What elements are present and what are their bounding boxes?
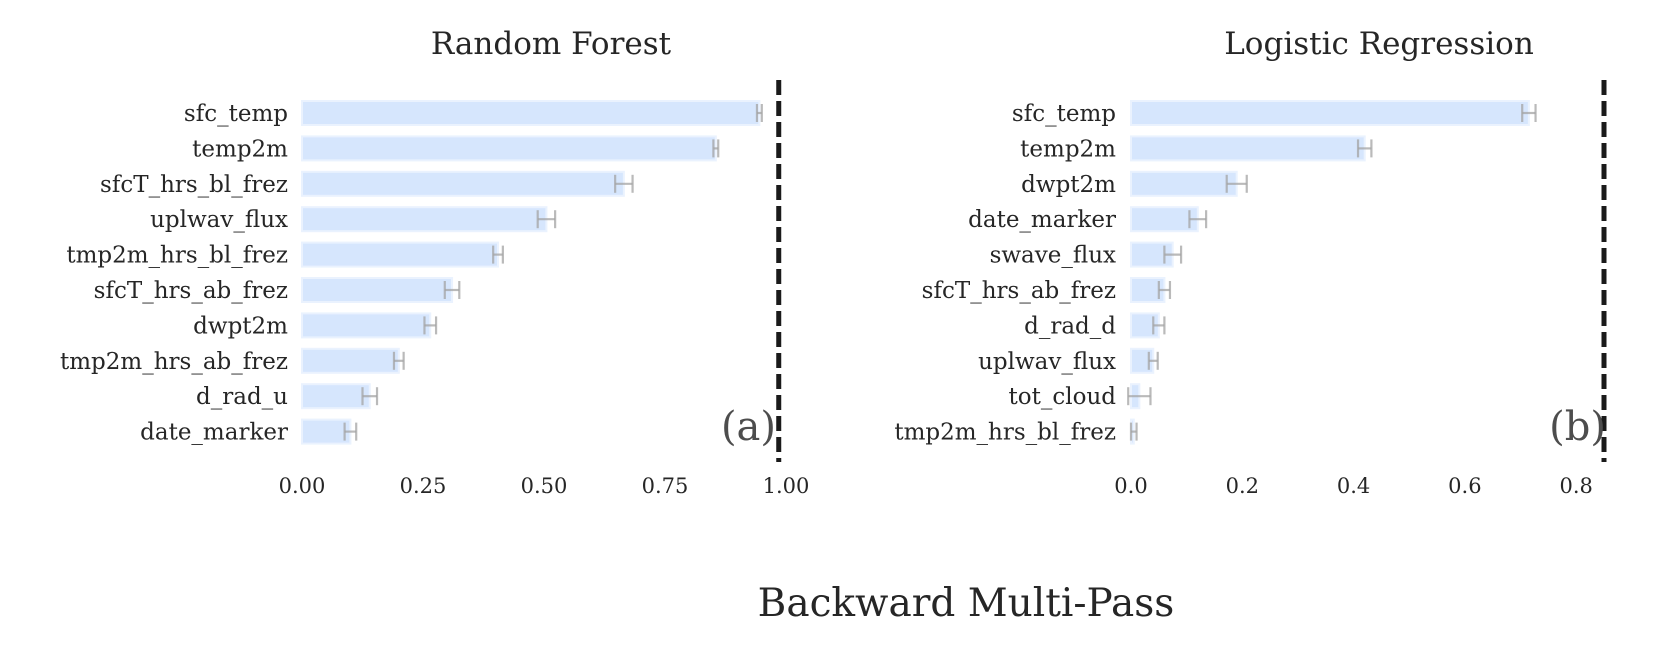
bar-temp2m [1130, 135, 1366, 162]
category-label: swave_flux [990, 243, 1116, 269]
bar-dwpt2m [1130, 170, 1238, 197]
bar-sfc_temp [1130, 100, 1530, 126]
category-label: tmp2m_hrs_ab_frez [60, 349, 288, 375]
category-label: dwpt2m [193, 313, 288, 339]
x-tick-label: 0.00 [279, 474, 326, 498]
error-bar-dwpt2m [423, 316, 438, 335]
error-bar-tmp2m_hrs_bl_frez [492, 245, 504, 264]
category-label: dwpt2m [1021, 172, 1116, 198]
x-tick-label: 1.00 [763, 474, 810, 498]
category-label: uplwav_flux [978, 349, 1116, 375]
category-label: temp2m [192, 136, 288, 162]
error-bar-dwpt2m [1225, 174, 1248, 193]
error-bar-date_marker [343, 422, 358, 441]
bar-d_rad_u [301, 383, 371, 410]
bar-sfcT_hrs_ab_frez [301, 277, 454, 303]
bar-sfcT_hrs_bl_frez [301, 170, 625, 197]
category-label: sfcT_hrs_ab_frez [94, 278, 288, 304]
bar-tmp2m_hrs_bl_frez [301, 241, 500, 268]
category-label: uplwav_flux [150, 207, 288, 233]
category-label: tmp2m_hrs_bl_frez [894, 420, 1116, 446]
error-bar-temp2m [712, 139, 720, 158]
error-bar-sfcT_hrs_ab_frez [443, 281, 461, 299]
x-tick-label: 0.0 [1114, 474, 1147, 498]
x-tick-label: 0.25 [400, 474, 447, 498]
bar-tmp2m_hrs_ab_frez [301, 347, 400, 374]
error-bar-sfcT_hrs_ab_frez [1157, 281, 1172, 299]
panel-label: (b) [1549, 404, 1606, 450]
category-label: sfc_temp [1012, 101, 1116, 127]
error-bar-uplwav_flux [1147, 351, 1159, 370]
bar-temp2m [301, 135, 717, 162]
x-tick-label: 0.2 [1226, 474, 1259, 498]
error-bar-date_marker [1188, 210, 1208, 229]
panel-a: Random Forest sfc_temp temp2m sfcT_hrs_bl_f… [60, 26, 809, 498]
panel-label: (a) [721, 404, 776, 450]
x-tick-label: 0.50 [521, 474, 568, 498]
category-label: tmp2m_hrs_bl_frez [66, 243, 288, 269]
error-bar-tot_cloud [1127, 387, 1152, 406]
panel-b: Logistic Regression sfc_temp temp2m dwpt2m d… [894, 26, 1607, 498]
bar-dwpt2m [301, 312, 432, 339]
panel-title: Random Forest [431, 26, 672, 62]
category-label: tot_cloud [1009, 384, 1117, 410]
category-label: sfcT_hrs_ab_frez [922, 278, 1116, 304]
error-bar-temp2m [1356, 139, 1373, 158]
figure-suptitle: Backward Multi-Pass [758, 581, 1175, 626]
bar-uplwav_flux [301, 206, 548, 233]
error-bar-uplwav_flux [536, 210, 557, 229]
category-label: d_rad_u [196, 384, 288, 410]
error-bar-sfc_temp [755, 104, 763, 122]
panel-title: Logistic Regression [1224, 26, 1534, 62]
bar-date_marker [1130, 206, 1199, 233]
error-bar-tmp2m_hrs_bl_frez [1129, 422, 1138, 441]
category-label: sfc_temp [184, 101, 288, 127]
error-bar-sfcT_hrs_bl_frez [614, 174, 634, 193]
bar-date_marker [301, 418, 352, 445]
error-bar-d_rad_d [1152, 316, 1166, 335]
error-bar-tmp2m_hrs_ab_frez [392, 351, 405, 370]
x-tick-label: 0.6 [1448, 474, 1481, 498]
category-label: temp2m [1020, 136, 1116, 162]
bar-sfc_temp [301, 100, 761, 126]
error-bar-d_rad_u [361, 387, 379, 406]
category-label: d_rad_d [1024, 313, 1116, 339]
category-label: date_marker [968, 207, 1116, 233]
category-label: date_marker [140, 420, 288, 446]
x-tick-label: 0.8 [1559, 474, 1592, 498]
error-bar-swave_flux [1163, 245, 1183, 264]
x-tick-label: 0.4 [1337, 474, 1370, 498]
category-label: sfcT_hrs_bl_frez [100, 172, 288, 198]
x-tick-label: 0.75 [642, 474, 689, 498]
error-bar-sfc_temp [1521, 104, 1537, 122]
